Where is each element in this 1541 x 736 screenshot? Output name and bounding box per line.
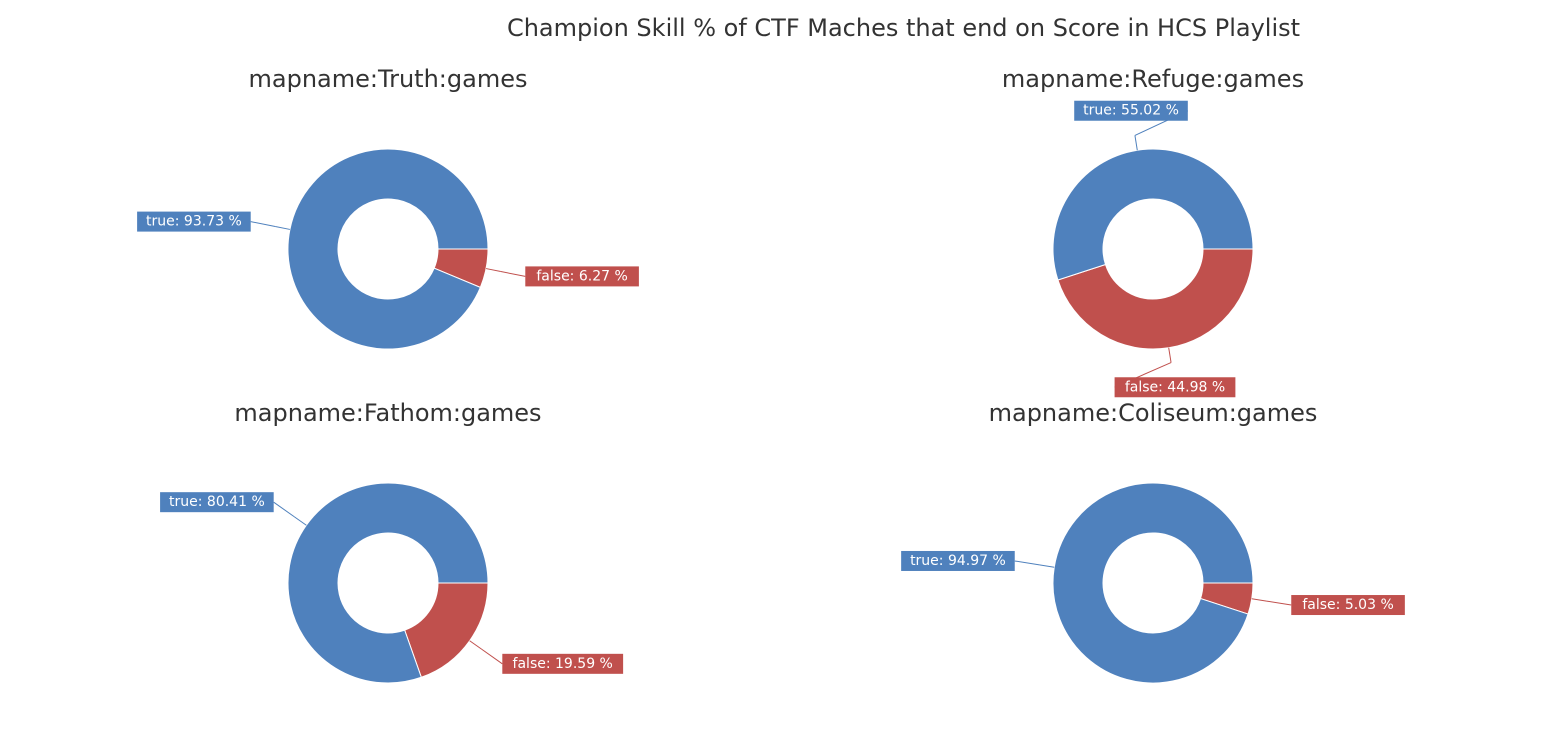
leader-line-tail-mapname-truth-games-false bbox=[500, 271, 526, 277]
slice-mapname-coliseum-games-true[interactable] bbox=[1052, 482, 1254, 684]
label-box-mapname-truth-games-false bbox=[525, 266, 639, 287]
subtitle-mapname-coliseum-games: mapname:Coliseum:games bbox=[989, 399, 1318, 427]
slice-mapname-fathom-games-true[interactable] bbox=[287, 482, 489, 684]
subtitle-mapname-refuge-games: mapname:Refuge:games bbox=[1002, 65, 1304, 93]
leader-line-tail-mapname-coliseum-games-false bbox=[1266, 600, 1292, 606]
leader-line-tail-mapname-coliseum-games-true bbox=[1014, 560, 1040, 566]
leader-line-tail-mapname-fathom-games-true bbox=[273, 501, 295, 518]
slice-mapname-refuge-games-true[interactable] bbox=[1052, 148, 1254, 281]
subtitle-mapname-fathom-games: mapname:Fathom:games bbox=[234, 399, 541, 427]
data-label-mapname-refuge-games-true: true: 55.02 % bbox=[1083, 103, 1179, 119]
leader-line-mapname-refuge-games-false bbox=[1168, 347, 1172, 363]
label-box-mapname-refuge-games-true bbox=[1074, 100, 1188, 121]
data-label-mapname-truth-games-true: true: 93.73 % bbox=[146, 214, 242, 230]
leader-line-mapname-truth-games-false bbox=[485, 268, 501, 272]
label-box-mapname-fathom-games-false bbox=[502, 653, 624, 674]
label-box-mapname-truth-games-true bbox=[137, 211, 251, 232]
label-box-mapname-fathom-games-true bbox=[160, 492, 274, 513]
slice-mapname-fathom-games-false[interactable] bbox=[404, 582, 489, 678]
label-box-mapname-refuge-games-false bbox=[1114, 377, 1236, 398]
leader-line-mapname-refuge-games-true bbox=[1134, 135, 1138, 151]
leader-line-mapname-fathom-games-false bbox=[469, 640, 483, 650]
subtitle-mapname-truth-games: mapname:Truth:games bbox=[249, 65, 528, 93]
leader-line-mapname-coliseum-games-false bbox=[1251, 598, 1267, 602]
data-label-mapname-coliseum-games-false: false: 5.03 % bbox=[1302, 597, 1393, 613]
data-label-mapname-fathom-games-true: true: 80.41 % bbox=[169, 494, 265, 510]
label-box-mapname-coliseum-games-false bbox=[1291, 595, 1405, 616]
leader-line-tail-mapname-truth-games-true bbox=[250, 221, 276, 227]
slice-mapname-refuge-games-false[interactable] bbox=[1057, 248, 1254, 350]
data-label-mapname-coliseum-games-true: true: 94.97 % bbox=[910, 553, 1006, 569]
chart-title: Champion Skill % of CTF Maches that end … bbox=[506, 14, 1301, 42]
label-box-mapname-coliseum-games-true bbox=[901, 550, 1015, 571]
leader-line-tail-mapname-fathom-games-false bbox=[481, 648, 503, 665]
slice-mapname-truth-games-true[interactable] bbox=[287, 148, 489, 350]
leader-line-mapname-fathom-games-true bbox=[293, 516, 307, 526]
data-label-mapname-fathom-games-false: false: 19.59 % bbox=[513, 656, 613, 672]
data-label-mapname-truth-games-false: false: 6.27 % bbox=[536, 268, 627, 284]
leader-line-mapname-coliseum-games-true bbox=[1039, 564, 1055, 568]
data-label-mapname-refuge-games-false: false: 44.98 % bbox=[1125, 379, 1225, 395]
leader-line-mapname-truth-games-true bbox=[275, 226, 291, 230]
